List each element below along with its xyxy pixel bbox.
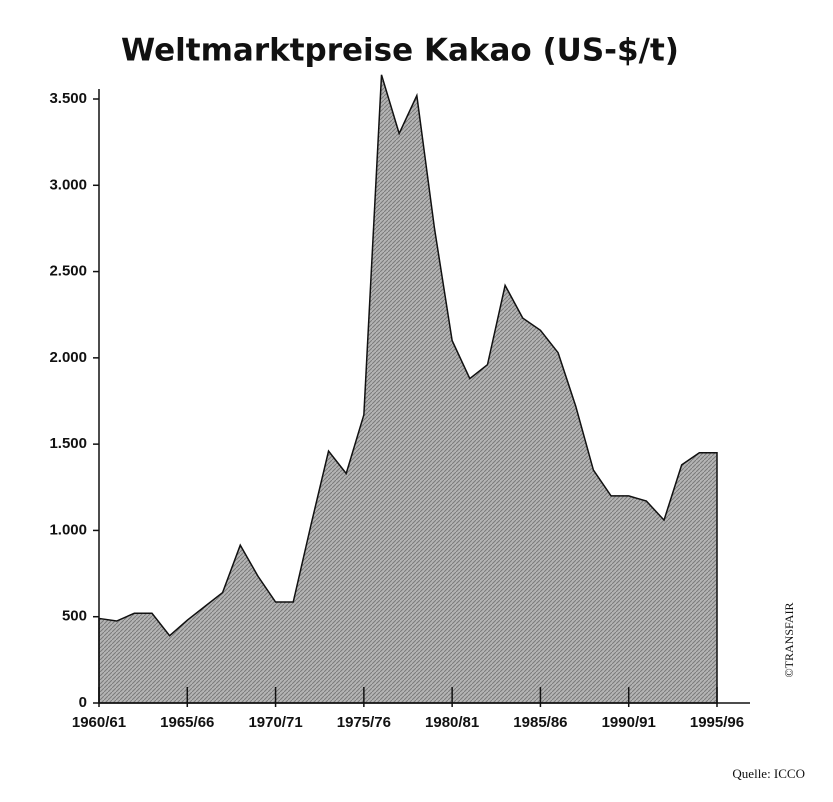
x-tick-label: 1985/86 bbox=[513, 714, 567, 731]
y-tick-label: 500 bbox=[62, 608, 87, 625]
x-tick-label: 1970/71 bbox=[248, 714, 302, 731]
copyright-note: ©TRANSFAIR bbox=[782, 603, 796, 678]
x-tick-label: 1995/96 bbox=[690, 714, 744, 731]
y-tick-label: 3.000 bbox=[49, 176, 87, 193]
y-tick-label: 1.500 bbox=[49, 435, 87, 452]
x-tick-label: 1960/61 bbox=[72, 714, 126, 731]
source-note: Quelle: ICCO bbox=[732, 766, 805, 781]
y-tick-label: 2.500 bbox=[49, 263, 87, 280]
x-tick-label: 1990/91 bbox=[602, 714, 656, 731]
x-tick-label: 1965/66 bbox=[160, 714, 214, 731]
y-tick-label: 1.000 bbox=[49, 521, 87, 538]
y-tick-label: 3.500 bbox=[49, 90, 87, 107]
y-tick-label: 2.000 bbox=[49, 349, 87, 366]
x-tick-label: 1980/81 bbox=[425, 714, 479, 731]
chart-title: Weltmarktpreise Kakao (US-$/t) bbox=[121, 33, 679, 69]
x-tick-label: 1975/76 bbox=[337, 714, 391, 731]
area bbox=[98, 74, 718, 704]
y-tick-label: 0 bbox=[79, 694, 87, 711]
